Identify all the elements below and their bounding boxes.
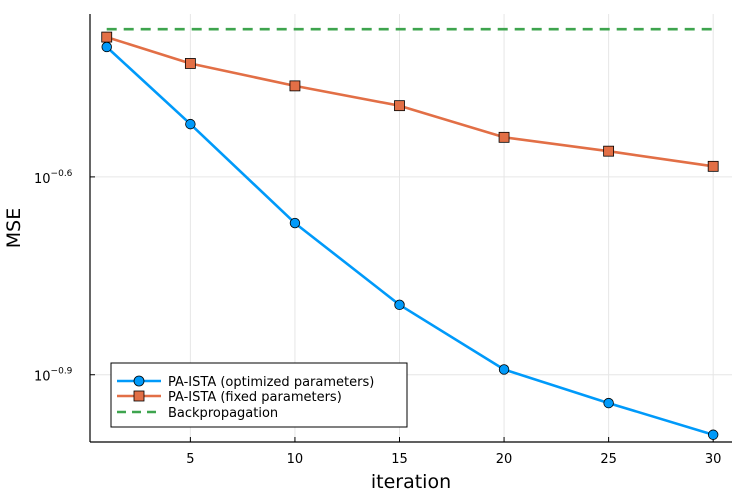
axes [89,14,732,443]
y-tick-label: 10−0.9 [34,367,73,385]
data-point [707,429,719,440]
data-point [603,145,615,157]
legend-label-backprop: Backpropagation [168,406,278,421]
data-point [185,118,196,130]
x-tick-label: 30 [705,452,722,467]
y-axis-label: MSE [3,208,25,248]
legend: PA-ISTA (optimized parameters) PA-ISTA (… [110,362,408,428]
data-point [394,100,405,112]
data-point [101,41,112,53]
data-point [394,299,405,311]
x-tick-label: 25 [600,452,617,467]
x-tick-label: 15 [391,452,408,467]
y-axis-ticks: 10−0.6 10−0.9 [34,169,95,385]
data-point [498,364,510,375]
series-line-1 [106,35,714,168]
data-point [603,397,614,409]
data-point [289,217,301,229]
x-axis-label: iteration [371,471,451,493]
x-tick-label: 10 [287,452,304,467]
legend-marker-fixed [133,390,145,402]
data-point [184,58,196,69]
data-point [498,131,510,143]
x-tick-label: 5 [186,452,194,467]
data-point [289,80,301,92]
x-tick-label: 20 [496,452,513,467]
legend-marker-optimized [133,375,145,387]
data-point [101,31,113,43]
legend-entry-backprop: Backpropagation [117,406,278,421]
y-tick-label: 10−0.6 [34,169,73,187]
series [101,27,719,440]
legend-entry-optimized: PA-ISTA (optimized parameters) [117,375,374,390]
data-point [707,160,719,172]
legend-label-fixed: PA-ISTA (fixed parameters) [168,390,342,405]
legend-label-optimized: PA-ISTA (optimized parameters) [168,375,374,390]
legend-entry-fixed: PA-ISTA (fixed parameters) [117,390,342,405]
